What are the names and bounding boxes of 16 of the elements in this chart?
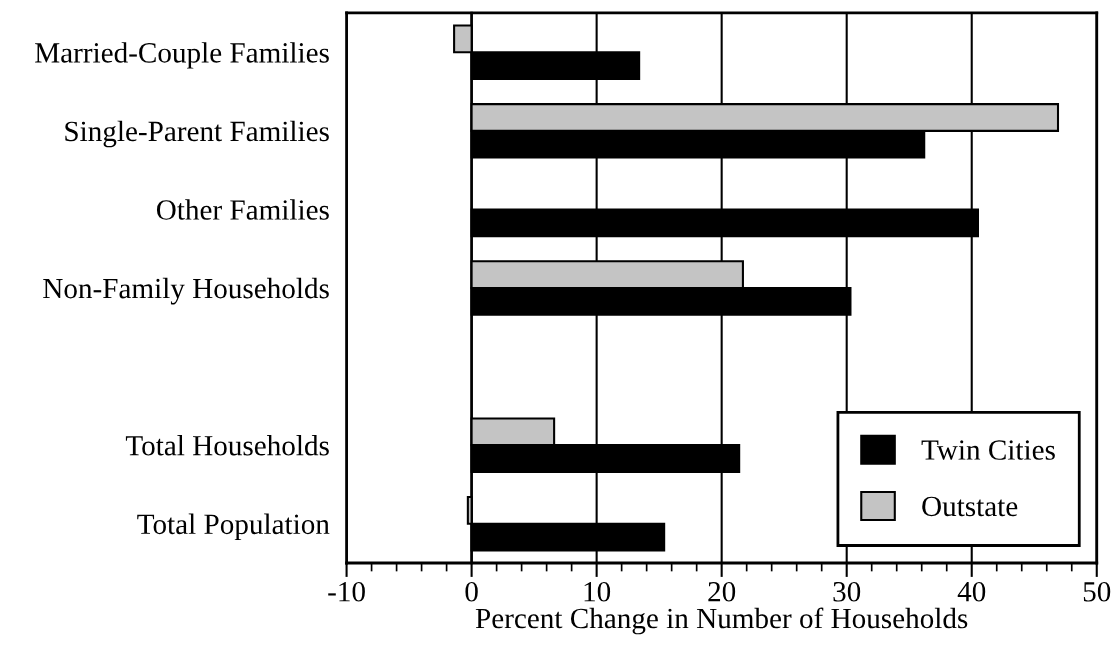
y-tick-label: Non-Family Households: [43, 277, 329, 305]
x-tick-label: 40: [957, 581, 986, 602]
x-tick-label: -10: [328, 581, 365, 602]
x-tick-label: 50: [1083, 581, 1111, 602]
y-tick-label: Married-Couple Families: [35, 42, 329, 69]
x-tick-label: 20: [708, 581, 736, 602]
legend-label: Outstate: [922, 496, 1018, 517]
y-tick-label: Other Families: [156, 199, 329, 220]
legend-label: Twin Cities: [921, 440, 1055, 460]
y-tick-label: Total Households: [125, 435, 329, 456]
x-tick-label: 0: [465, 581, 478, 602]
x-tick-label: 10: [584, 581, 611, 602]
x-axis-title: Percent Change in Number of Households: [475, 607, 968, 635]
y-tick-label: Total Population: [137, 513, 330, 541]
y-tick-label: Single-Parent Families: [65, 120, 329, 148]
x-tick-label: 30: [833, 581, 861, 602]
